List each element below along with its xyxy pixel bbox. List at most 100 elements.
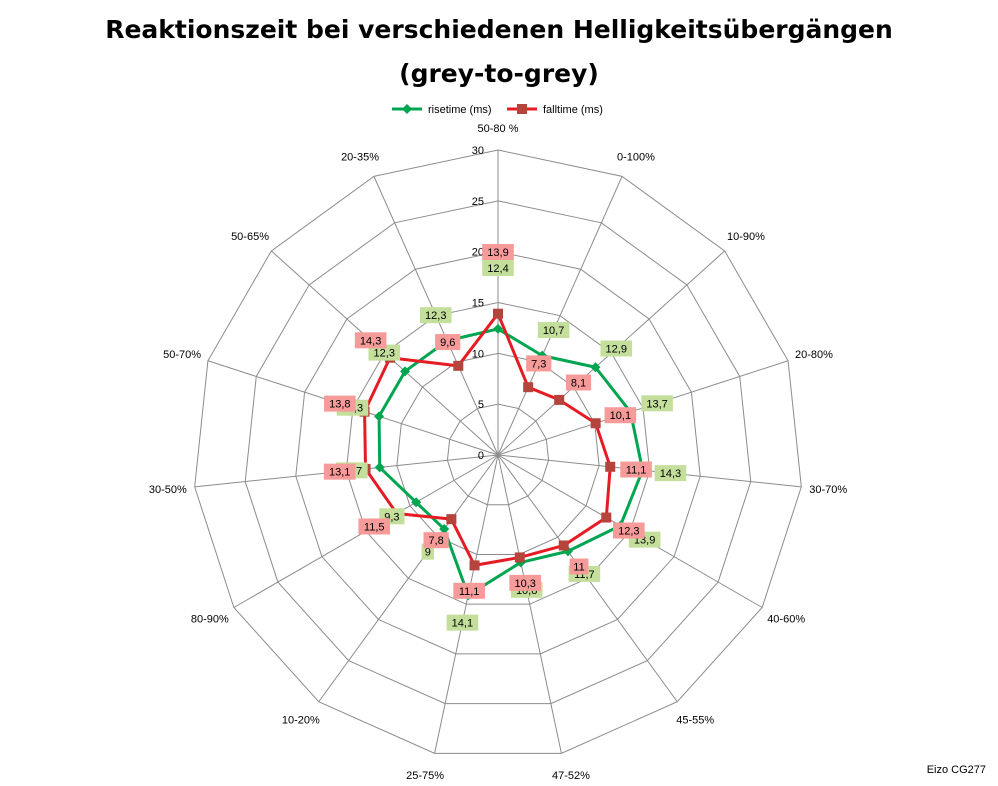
falltime-data-label: 11,5: [358, 518, 391, 535]
category-label: 25-75%: [406, 770, 444, 782]
data-label-bg: [435, 334, 461, 351]
data-label-text: 13,9: [487, 247, 508, 259]
category-label: 50-80 %: [478, 123, 519, 135]
radial-tick-label: 5: [478, 399, 484, 411]
falltime-marker: [523, 382, 534, 393]
data-label-bg: [600, 340, 633, 357]
data-label-text: 7,3: [531, 358, 546, 370]
radial-tick-label: 10: [472, 348, 484, 360]
data-label-bg: [604, 407, 637, 424]
falltime-data-label: 13,1: [323, 463, 356, 480]
grid-spoke: [497, 454, 562, 754]
legend-marker: [402, 104, 412, 114]
falltime-marker: [514, 552, 525, 563]
risetime-data-label: 12,4: [482, 260, 514, 276]
data-label-bg: [613, 522, 645, 539]
falltime-data-label: 10,3: [509, 574, 541, 591]
data-label-text: 13,7: [646, 398, 667, 410]
falltime-marker: [590, 418, 601, 429]
risetime-data-label: 13,7: [641, 395, 673, 412]
category-label: 50-70%: [163, 349, 201, 361]
falltime-marker: [558, 540, 569, 551]
category-label: 30-50%: [149, 484, 187, 496]
risetime-data-label: 10,7: [537, 322, 570, 339]
data-label-text: 8,1: [571, 377, 586, 389]
radial-tick-label: 0: [478, 450, 484, 462]
data-label-bg: [526, 355, 552, 372]
grid-ring: [446, 403, 550, 506]
legend-item-risetime: risetime (ms): [392, 104, 492, 116]
legend: risetime (ms) falltime (ms): [392, 104, 603, 116]
data-label-text: 11,1: [459, 586, 480, 598]
radial-tick-label: 15: [472, 298, 484, 310]
radial-tick-label: 30: [472, 145, 484, 157]
data-label-text: 11: [573, 562, 584, 574]
category-label: 50-65%: [231, 231, 269, 243]
data-label-text: 14,3: [360, 335, 381, 347]
data-label-text: 13,1: [329, 467, 350, 479]
risetime-marker: [493, 323, 503, 334]
data-label-bg: [423, 532, 449, 549]
grid-ring: [396, 352, 600, 555]
data-label-text: 9,6: [440, 337, 455, 349]
risetime-data-label: 12,3: [419, 307, 452, 324]
data-label-bg: [537, 322, 570, 339]
data-label-text: 12,9: [606, 344, 627, 356]
falltime-data-label: 14,3: [354, 332, 387, 349]
data-label-text: 12,3: [425, 310, 446, 322]
falltime-data-label: 8,1: [565, 374, 592, 391]
risetime-marker: [374, 462, 385, 473]
grid-ring: [295, 251, 701, 655]
risetime-marker: [374, 411, 385, 422]
data-label-text: 9: [425, 547, 431, 559]
data-label-text: 13,8: [329, 399, 350, 411]
series-line-falltime: [363, 312, 612, 567]
data-label-bg: [368, 344, 401, 361]
falltime-marker: [446, 514, 457, 525]
chart-title: Reaktionszeit bei verschiedenen Helligke…: [0, 8, 998, 96]
data-label-bg: [565, 374, 592, 391]
category-label: 80-90%: [191, 614, 229, 626]
data-label-bg: [419, 307, 452, 324]
data-label-bg: [358, 518, 391, 535]
data-label-bg: [323, 463, 356, 480]
chart-title-line-2: (grey-to-grey): [399, 59, 599, 88]
data-label-bg: [446, 614, 479, 631]
data-label-text: 12,4: [487, 263, 508, 275]
legend-marker: [517, 104, 527, 114]
risetime-data-label: 14,3: [654, 465, 687, 482]
falltime-data-label: 7,8: [423, 532, 449, 549]
category-label: 30-70%: [809, 484, 847, 496]
falltime-data-label: 12,3: [613, 522, 645, 539]
data-label-bg: [482, 260, 514, 276]
series-line-risetime: [377, 327, 645, 597]
risetime-marker: [411, 497, 422, 508]
category-label: 10-90%: [727, 231, 765, 243]
data-label-text: 7,8: [428, 535, 443, 547]
risetime-marker: [439, 524, 450, 535]
category-label: 40-60%: [767, 614, 805, 626]
grid-ring: [244, 200, 752, 705]
risetime-marker: [400, 366, 411, 377]
data-label-text: 14,3: [660, 468, 681, 480]
falltime-marker: [605, 461, 616, 472]
data-label-text: 12,3: [374, 348, 395, 360]
chart-title-line-1: Reaktionszeit bei verschiedenen Helligke…: [105, 15, 893, 44]
data-label-bg: [354, 332, 387, 349]
falltime-data-label: 11,1: [620, 461, 652, 478]
legend-label: falltime (ms): [543, 104, 603, 116]
falltime-data-label: 13,9: [482, 244, 514, 260]
category-label: 0-100%: [617, 151, 655, 163]
grid-spoke: [318, 454, 499, 703]
falltime-data-label: 13,8: [324, 395, 356, 412]
grid-ring: [194, 149, 802, 754]
falltime-marker: [554, 394, 565, 405]
category-label: 10-20%: [282, 715, 320, 727]
data-label-text: 14,1: [452, 618, 473, 630]
data-label-text: 12,3: [618, 526, 639, 538]
falltime-marker: [469, 560, 480, 571]
data-label-bg: [453, 582, 485, 599]
footer-note: Eizo CG277: [926, 764, 986, 776]
risetime-marker: [590, 362, 601, 373]
